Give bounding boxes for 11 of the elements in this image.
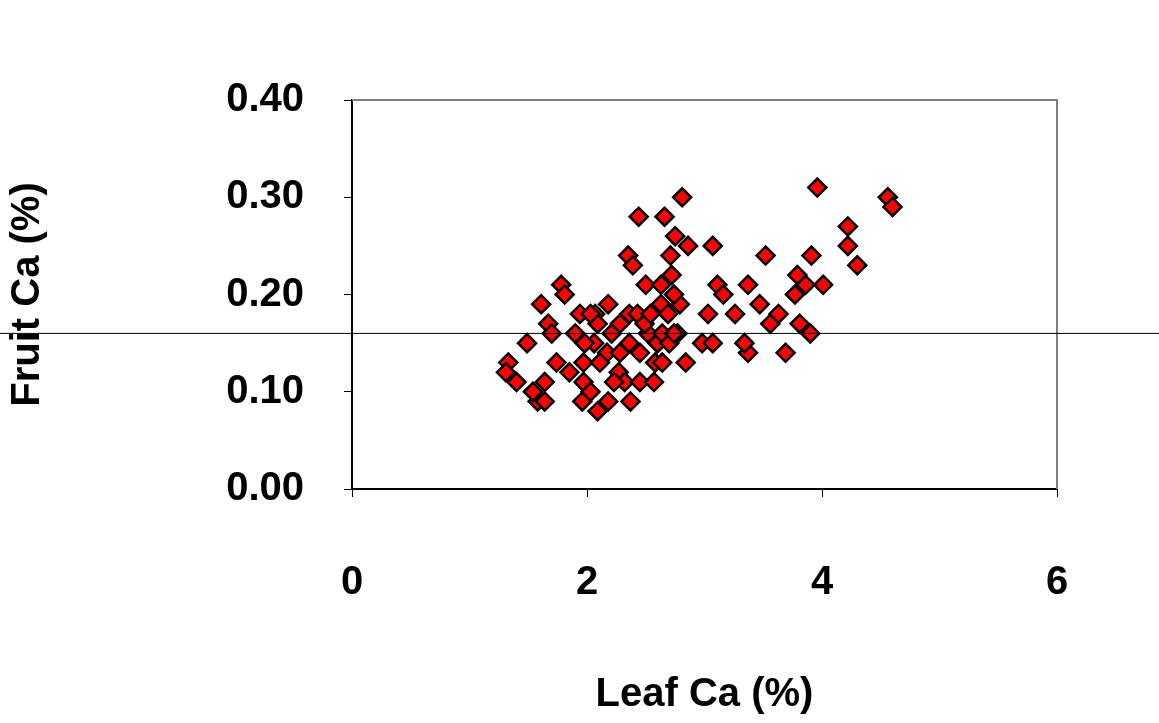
x-tick-label: 4 [810, 558, 834, 603]
x-tick-label: 0 [340, 558, 364, 603]
y-tick-label: 0.30 [226, 172, 304, 217]
y-axis-title: Fruit Ca (%) [3, 182, 48, 407]
x-axis-title: Leaf Ca (%) [595, 670, 814, 715]
x-tick-label: 2 [575, 558, 599, 603]
y-tick-label: 0.40 [226, 75, 304, 120]
y-tick-label: 0.20 [226, 269, 304, 314]
x-tick-label: 6 [1045, 558, 1069, 603]
y-tick-label: 0.10 [226, 366, 304, 411]
y-tick-label: 0.00 [226, 464, 304, 509]
